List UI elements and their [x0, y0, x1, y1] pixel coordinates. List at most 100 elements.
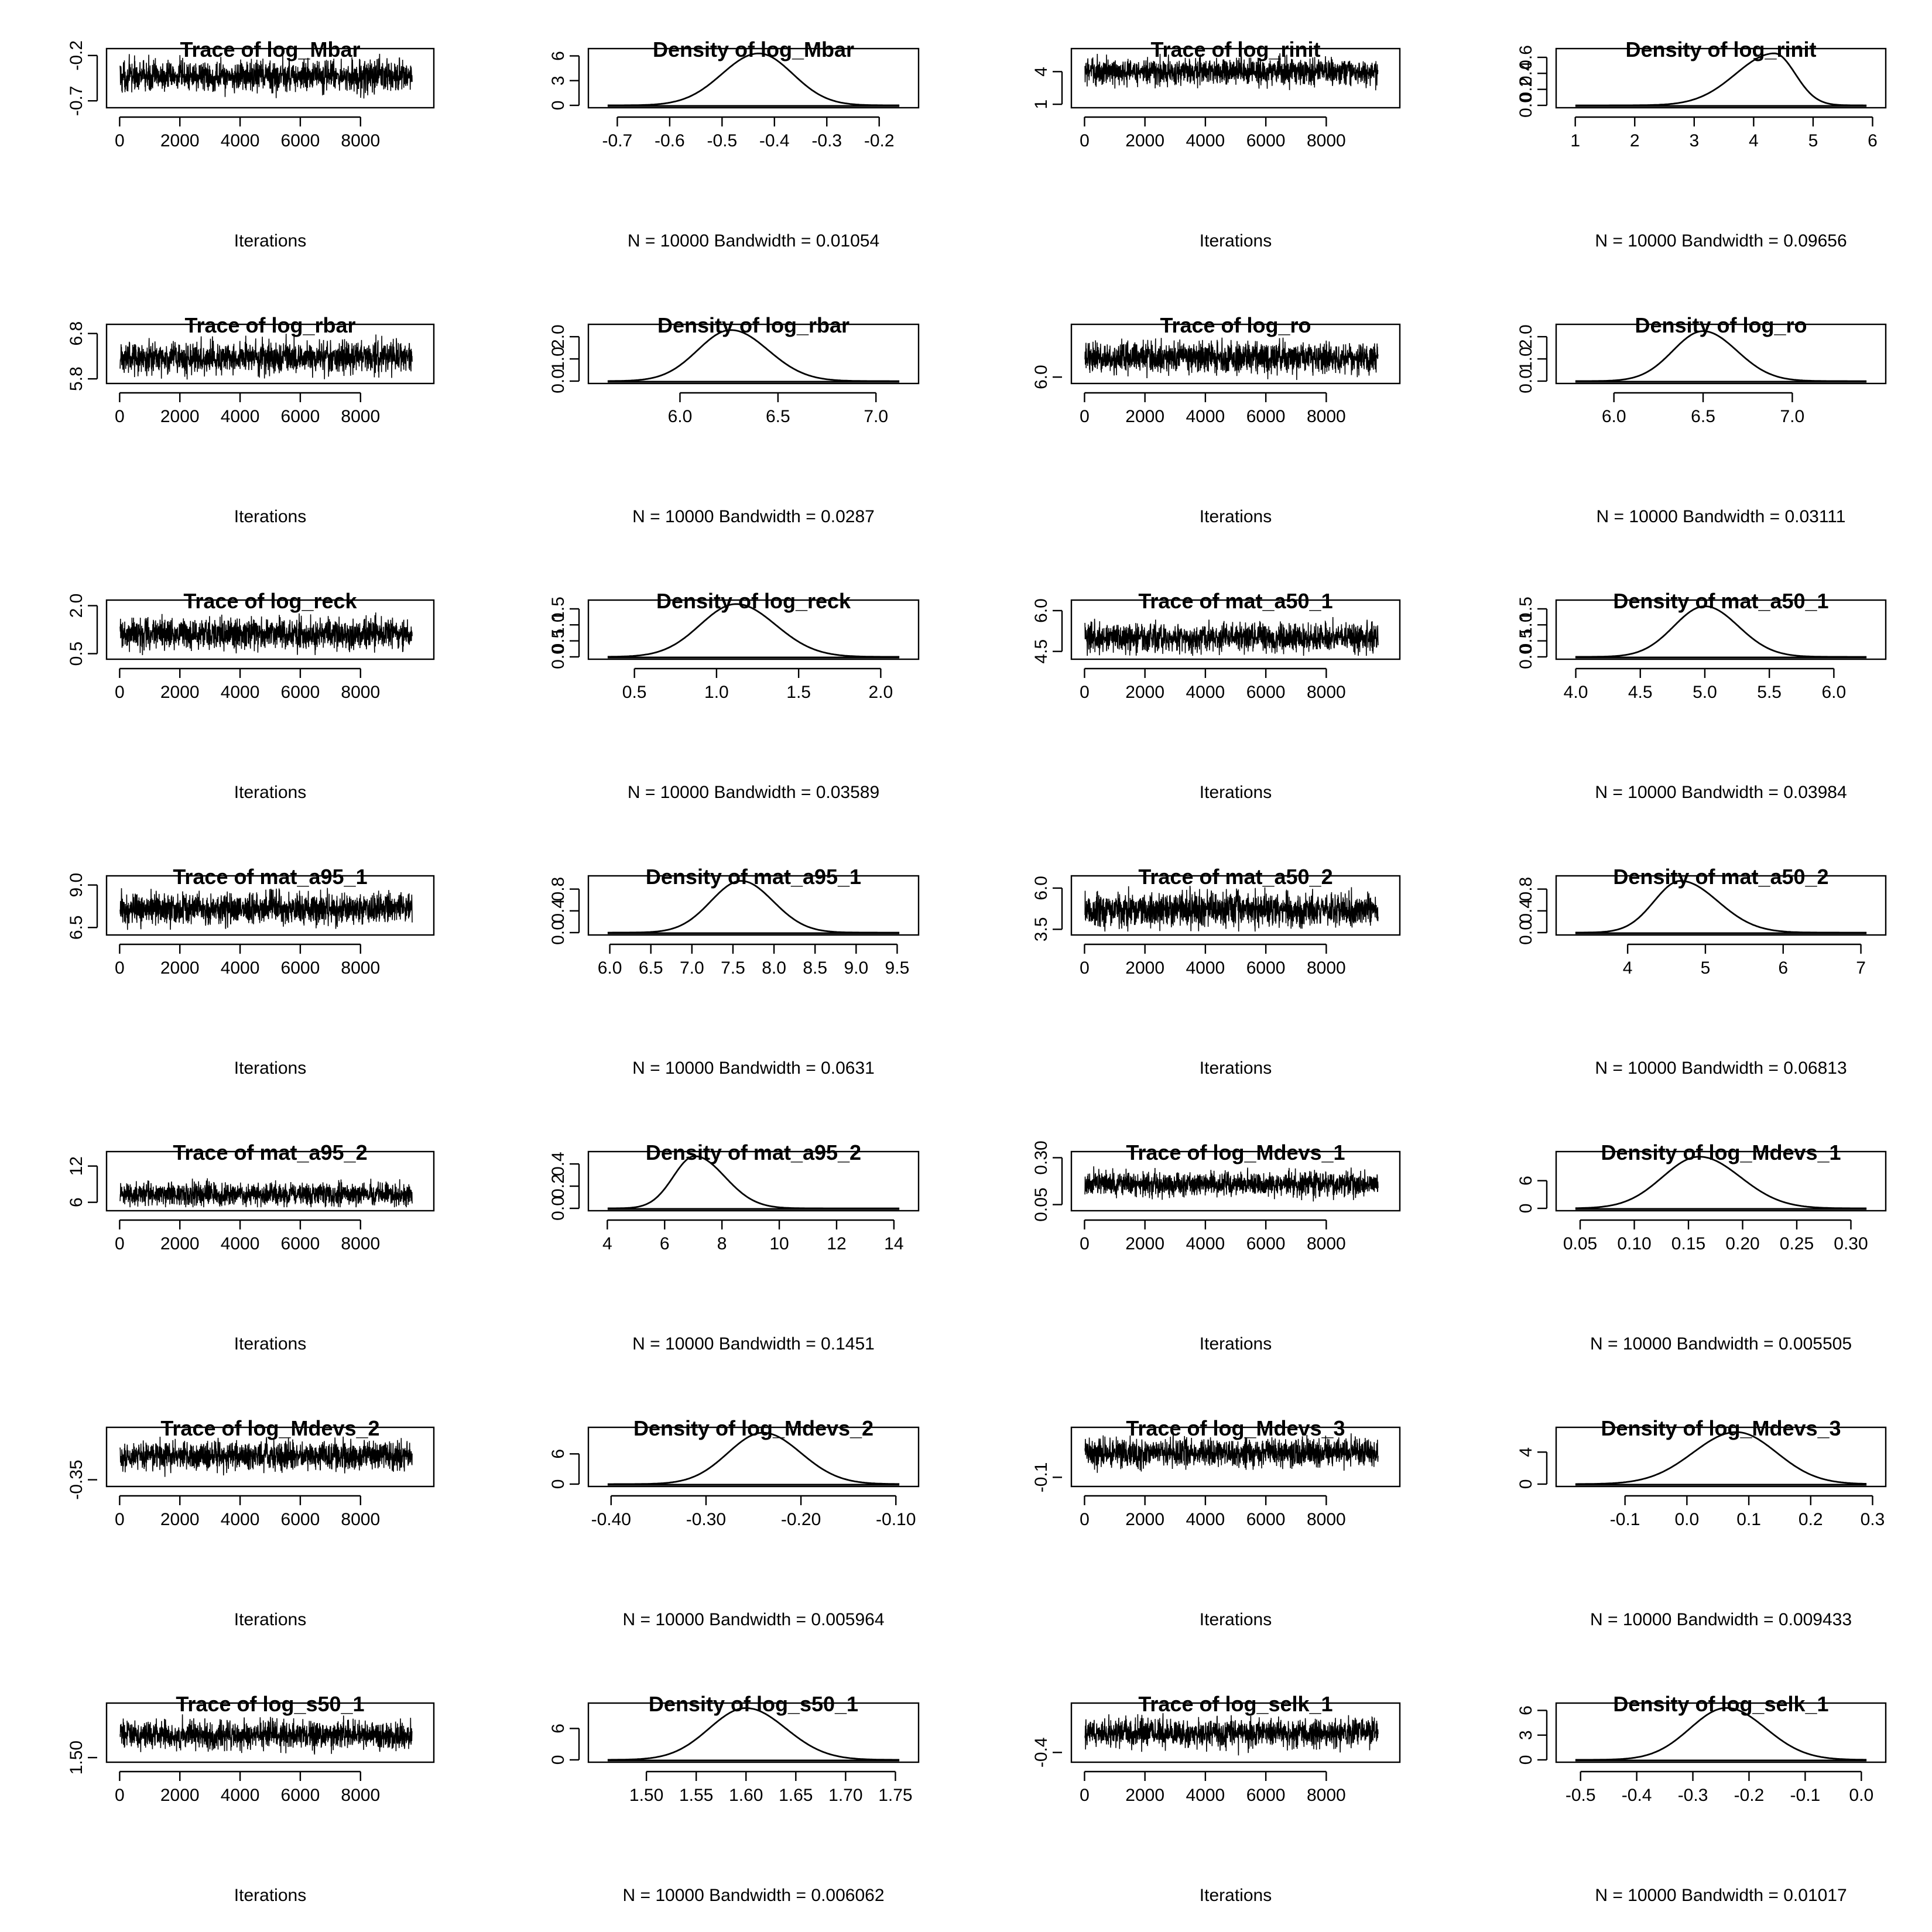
- density-panel-16: Density of mat_a50_2 4 5 6 7 N = 10000 Bandwi…: [1516, 865, 1887, 1078]
- y-tick-label: 0.4: [549, 899, 568, 923]
- x-tick-label: 1.55: [679, 1786, 713, 1805]
- y-tick-label: 3: [549, 76, 568, 85]
- x-axis-label: Iterations: [234, 507, 306, 526]
- panel-title: Trace of log_reck: [183, 589, 357, 613]
- plot-frame: [1070, 47, 1401, 109]
- plot-frame: [1070, 599, 1401, 660]
- y-tick-label: 4.5: [1032, 639, 1051, 664]
- plot-frame: [105, 875, 435, 936]
- x-tick-label: 8000: [341, 1234, 380, 1253]
- y-tick-label: 4: [1516, 1447, 1536, 1457]
- trace-line: [119, 1178, 413, 1208]
- plot-frame: [105, 47, 435, 109]
- x-tick-label: 4: [602, 1234, 612, 1253]
- x-tick-label: 7.0: [864, 407, 888, 426]
- trace-line: [119, 1714, 413, 1755]
- x-tick-label: 6000: [1246, 1234, 1286, 1253]
- panel-title: Density of mat_a50_2: [1613, 865, 1828, 889]
- x-tick-label: 4000: [1186, 683, 1225, 702]
- y-tick-label: 1.5: [549, 597, 568, 621]
- x-tick-label: 0: [1080, 407, 1090, 426]
- x-tick-label: 7.0: [1780, 407, 1805, 426]
- x-axis-label: Iterations: [1200, 1334, 1272, 1354]
- x-tick-label: 0.2: [1799, 1510, 1823, 1529]
- x-tick-label: 6000: [1246, 1510, 1286, 1529]
- x-tick-label: 6000: [1246, 131, 1286, 150]
- y-tick-label: 2.0: [549, 324, 568, 349]
- y-tick-label: 4: [1032, 67, 1051, 77]
- x-tick-label: -0.40: [591, 1510, 631, 1529]
- x-tick-label: 0.20: [1725, 1234, 1759, 1253]
- x-tick-label: -0.4: [759, 131, 790, 150]
- panel-title: Trace of mat_a95_2: [173, 1140, 367, 1164]
- x-tick-label: 6000: [1246, 958, 1286, 978]
- panel-title: Trace of log_rbar: [184, 313, 355, 337]
- x-axis-label: Iterations: [1200, 1059, 1272, 1078]
- x-tick-label: 0: [115, 1786, 125, 1805]
- y-tick-label: -0.1: [1032, 1462, 1051, 1492]
- trace-line: [119, 612, 413, 656]
- density-panel-8: Density of log_ro 6.0 6.5 7.0 N = 10000 Band…: [1516, 313, 1887, 526]
- x-tick-label: 0.5: [622, 683, 647, 702]
- x-axis-label: Iterations: [1200, 231, 1272, 251]
- x-tick-label: 6.5: [766, 407, 790, 426]
- panel-title: Density of mat_a50_1: [1613, 589, 1828, 613]
- x-tick-label: 2000: [1125, 1786, 1164, 1805]
- y-tick-label: 0.0: [549, 369, 568, 393]
- plot-frame: [587, 599, 920, 660]
- x-tick-label: 5: [1808, 131, 1818, 150]
- x-tick-label: 8000: [1307, 1234, 1346, 1253]
- trace-panel-25: Trace of log_s50_1 0 2000 4000 6000 8000 Itera…: [67, 1692, 435, 1905]
- x-axis-label: N = 10000 Bandwidth = 0.009433: [1590, 1610, 1852, 1629]
- x-tick-label: 8000: [341, 407, 380, 426]
- x-tick-label: 0.15: [1671, 1234, 1705, 1253]
- x-tick-label: 0.10: [1617, 1234, 1651, 1253]
- y-tick-label: 0.4: [549, 1152, 568, 1176]
- plot-frame: [1070, 1702, 1401, 1763]
- density-panel-2: Density of log_Mbar -0.7 -0.6 -0.5 -0.4 -0.3 -…: [549, 37, 920, 251]
- density-panel-12: Density of mat_a50_1 4.0 4.5 5.0 5.5 6.0 N = 1…: [1516, 589, 1887, 802]
- density-panel-6: Density of log_rbar 6.0 6.5 7.0 N = 10000 Ba…: [549, 313, 920, 526]
- plot-frame: [105, 1150, 435, 1212]
- x-tick-label: -0.4: [1622, 1786, 1652, 1805]
- y-tick-label: 6.0: [1032, 598, 1051, 623]
- x-tick-label: 2000: [1125, 683, 1164, 702]
- y-tick-label: 0.8: [1516, 877, 1536, 902]
- x-tick-label: 4000: [1186, 1234, 1225, 1253]
- y-tick-label: 9.0: [67, 873, 86, 898]
- x-axis-label: N = 10000 Bandwidth = 0.0631: [632, 1059, 875, 1078]
- plot-frame: [1070, 1426, 1401, 1488]
- x-tick-label: 0.0: [1849, 1786, 1873, 1805]
- plot-frame: [587, 875, 920, 936]
- x-tick-label: 7: [1856, 958, 1866, 978]
- y-tick-label: 0.0: [549, 920, 568, 945]
- plot-frame: [1555, 875, 1887, 936]
- y-tick-label: 0.0: [549, 645, 568, 669]
- x-tick-label: 6.0: [598, 958, 622, 978]
- x-tick-label: 8000: [341, 1510, 380, 1529]
- x-tick-label: 2000: [160, 1510, 200, 1529]
- x-tick-label: 4000: [1186, 407, 1225, 426]
- x-tick-label: -0.1: [1790, 1786, 1821, 1805]
- x-tick-label: 7.5: [721, 958, 745, 978]
- x-tick-label: 0: [1080, 683, 1090, 702]
- x-tick-label: 0: [115, 1234, 125, 1253]
- density-curve: [1575, 605, 1867, 658]
- x-tick-label: 0: [115, 131, 125, 150]
- x-tick-label: 0: [115, 958, 125, 978]
- x-tick-label: 4000: [1186, 131, 1225, 150]
- plot-frame: [105, 323, 435, 385]
- x-axis-label: Iterations: [1200, 1610, 1272, 1629]
- x-tick-label: 2000: [160, 1786, 200, 1805]
- x-tick-label: 0.30: [1834, 1234, 1868, 1253]
- panel-title: Trace of log_Mdevs_2: [160, 1416, 379, 1440]
- trace-line: [1084, 1431, 1379, 1473]
- y-tick-label: 6.8: [67, 321, 86, 346]
- panel-title: Trace of log_Mbar: [180, 37, 360, 61]
- y-tick-label: 1.50: [67, 1741, 86, 1775]
- x-tick-label: 14: [884, 1234, 903, 1253]
- x-tick-label: 8: [717, 1234, 727, 1253]
- trace-panel-17: Trace of mat_a95_2 0 2000 4000 6000 8000 Itera…: [67, 1140, 435, 1354]
- density-curve: [607, 1431, 900, 1485]
